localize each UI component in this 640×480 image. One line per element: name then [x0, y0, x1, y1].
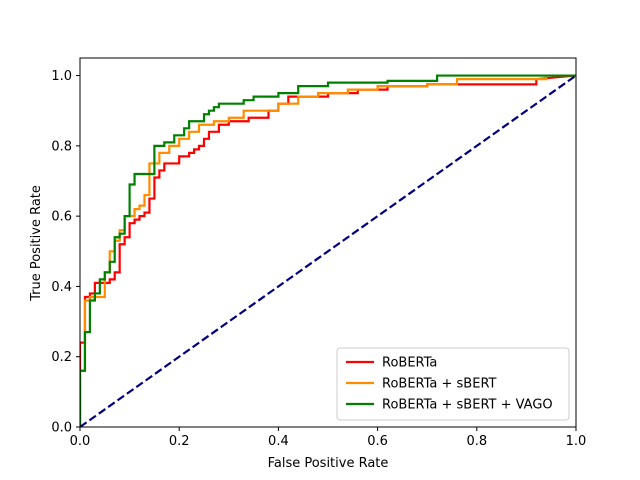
axes: 0.0 0.2 0.4 0.6 0.8 1.0 0.0 0.2 0.4 0.6 0.8 1.0 [51, 57, 587, 449]
series-lines [80, 74, 576, 427]
legend-label-3: RoBERTa + sBERT + VAGO [382, 398, 553, 413]
plot-area [80, 74, 576, 427]
legend-label-2: RoBERTa + sBERT [382, 377, 497, 392]
x-tick-label: 0.4 [268, 434, 289, 449]
y-tick-label: 0.2 [51, 350, 72, 365]
y-tick-label: 0.6 [51, 210, 72, 225]
y-tick-label: 0.0 [51, 421, 72, 436]
x-tick-label: 0.8 [466, 434, 487, 449]
y-tick-label: 0.8 [51, 139, 72, 154]
series-line-1 [80, 74, 576, 427]
x-tick-label: 1.0 [566, 434, 587, 449]
legend-label-1: RoBERTa [382, 356, 437, 371]
x-tick-label: 0.2 [169, 434, 190, 449]
legend: RoBERTa RoBERTa + sBERT RoBERTa + sBERT + … [336, 347, 570, 421]
y-axis-label: True Positive Rate [29, 185, 44, 302]
x-tick-label: 0.0 [70, 434, 91, 449]
x-tick-label: 0.6 [367, 434, 388, 449]
y-tick-label: 1.0 [51, 69, 72, 84]
x-axis-label: False Positive Rate [268, 456, 389, 471]
axes-frame [79, 57, 577, 428]
chance-diagonal-line [80, 74, 576, 427]
series-line-3 [80, 74, 576, 427]
legend-box [336, 347, 570, 421]
y-tick-label: 0.4 [51, 280, 72, 295]
